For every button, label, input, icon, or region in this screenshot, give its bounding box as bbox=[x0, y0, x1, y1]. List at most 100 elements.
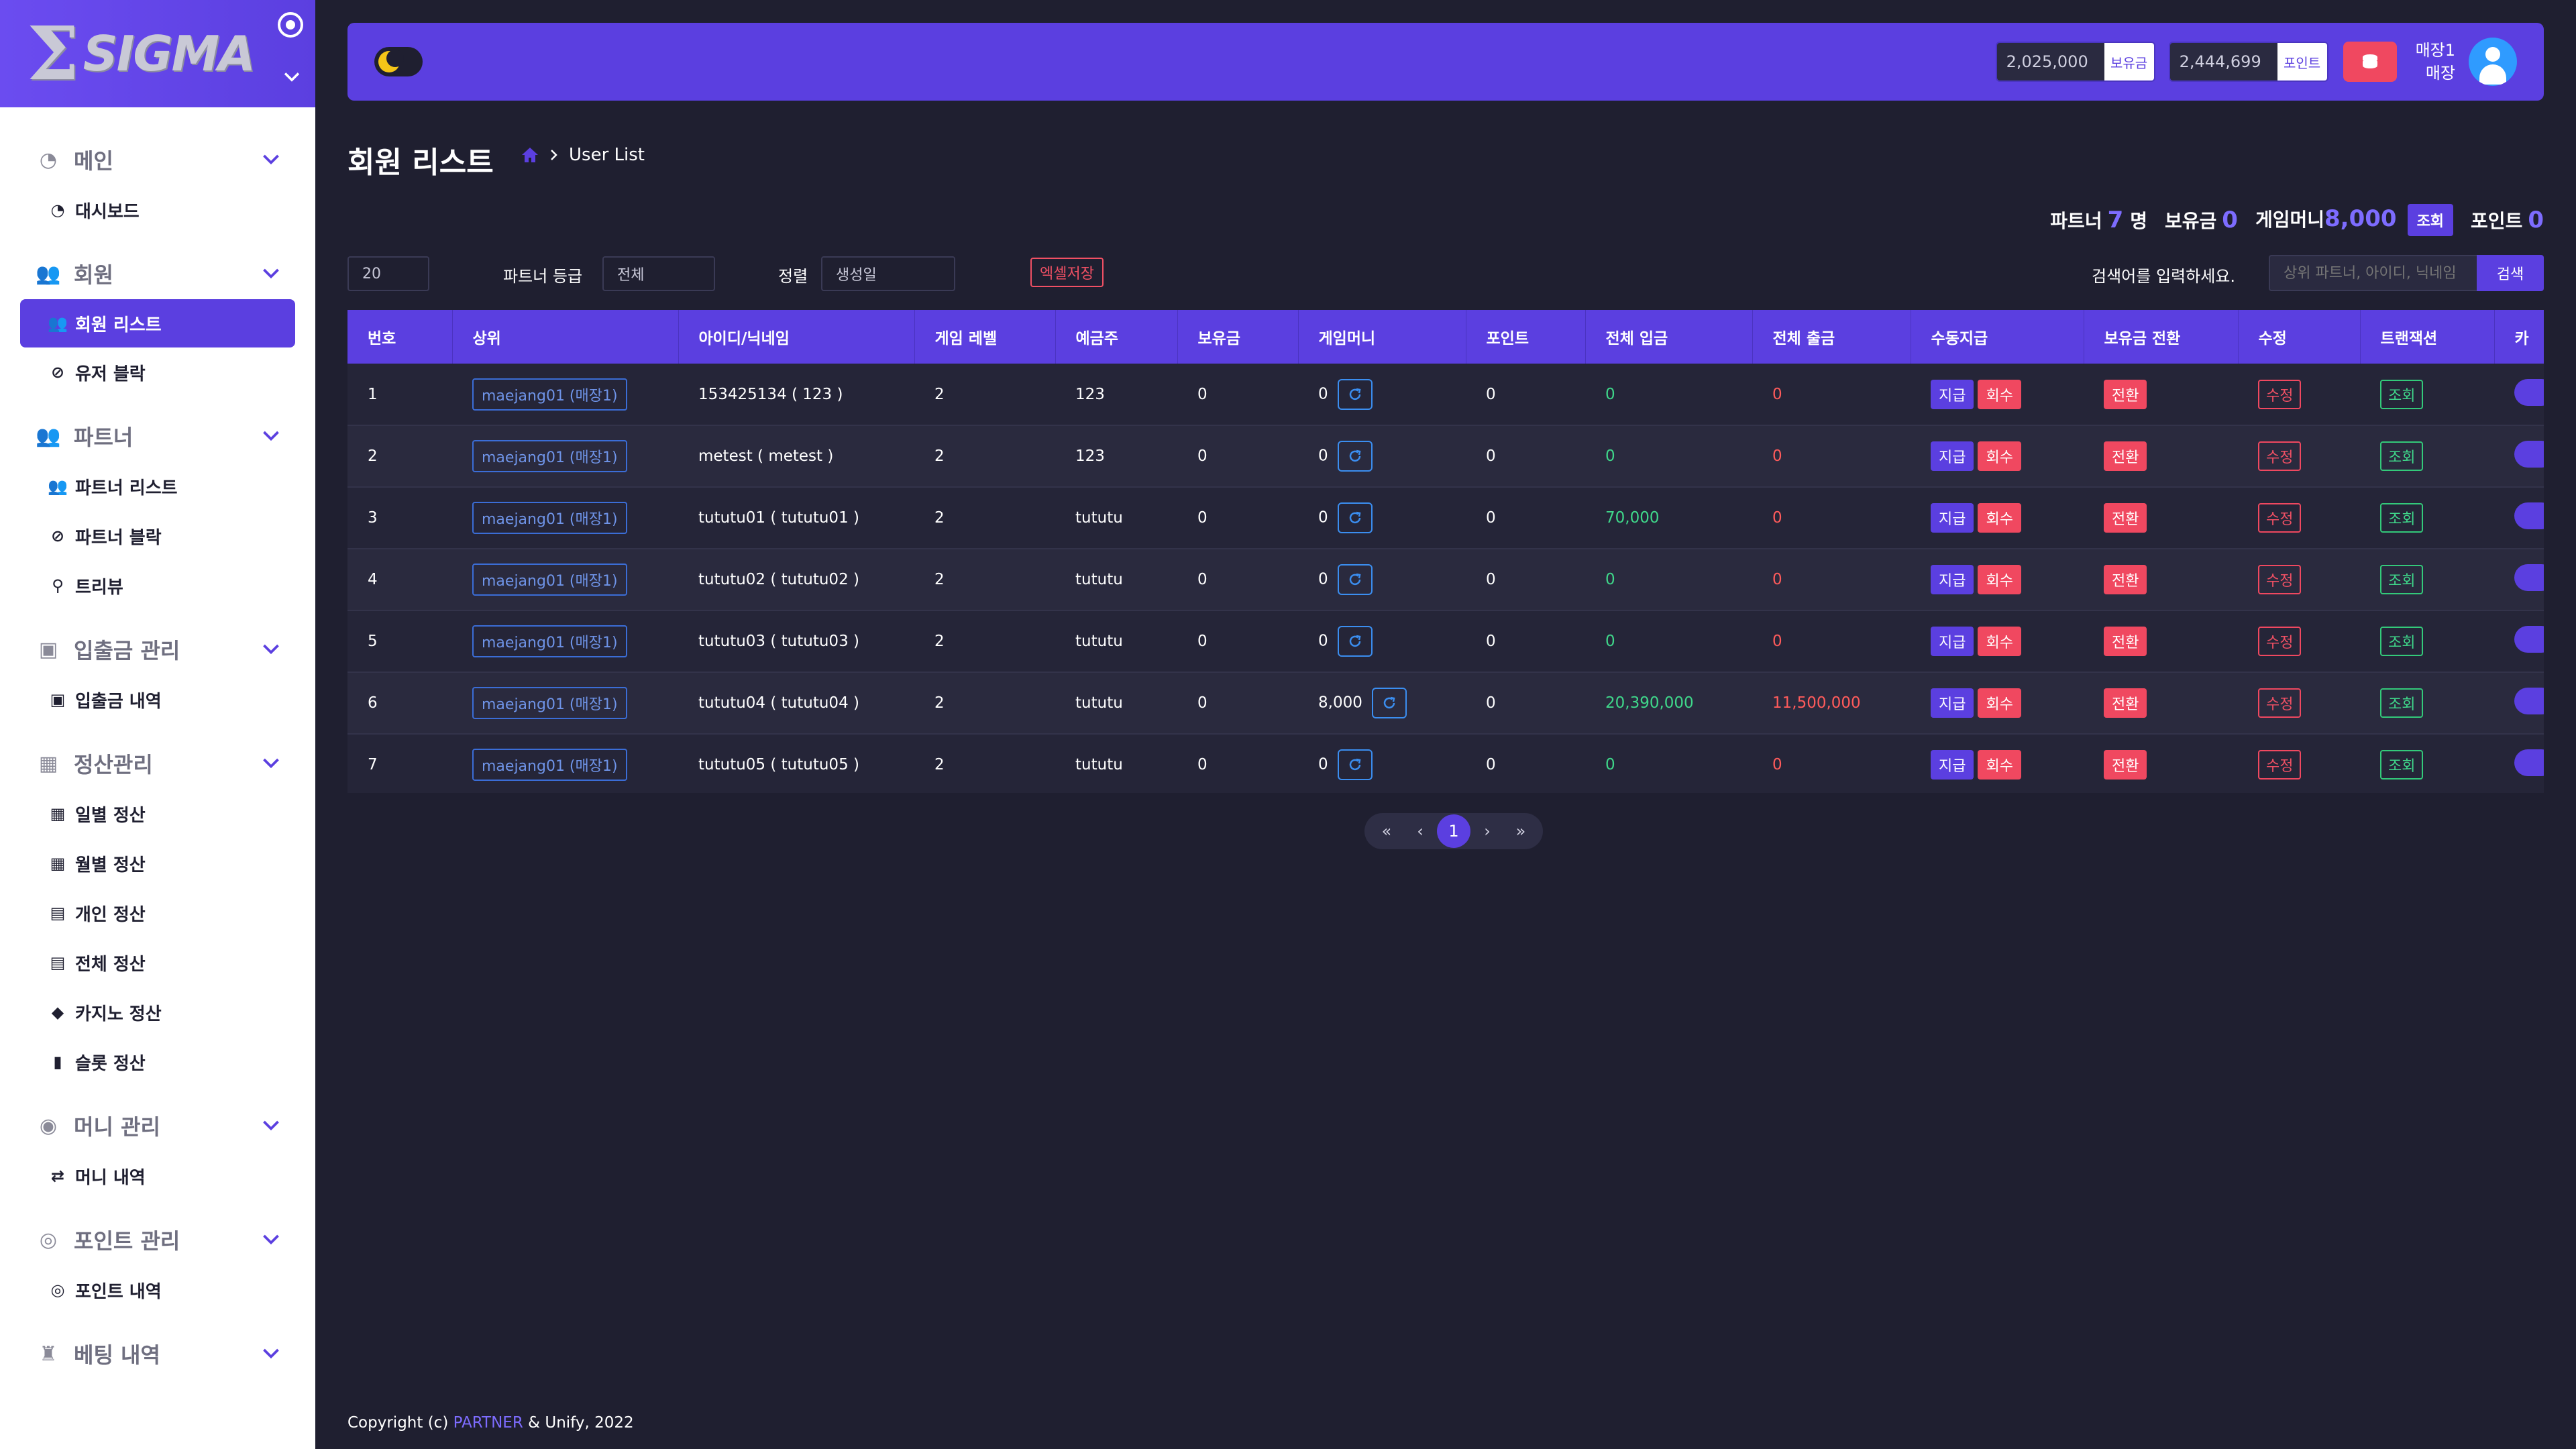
parent-partner-link[interactable]: maejang01 (매장1) bbox=[472, 564, 627, 596]
table-row[interactable]: 5 maejang01 (매장1) tututu03 ( tututu03 ) 2 tu… bbox=[347, 610, 2544, 672]
refresh-button[interactable] bbox=[1337, 749, 1373, 780]
table-row[interactable]: 7 maejang01 (매장1) tututu05 ( tututu05 ) 2 tu… bbox=[347, 734, 2544, 793]
sidebar-item[interactable]: ⇄ 머니 내역 bbox=[0, 1151, 315, 1201]
give-button[interactable]: 지급 bbox=[1931, 503, 1974, 533]
search-input[interactable] bbox=[2269, 255, 2477, 291]
pagination-prev[interactable]: ‹ bbox=[1417, 822, 1424, 841]
give-button[interactable]: 지급 bbox=[1931, 379, 1974, 409]
column-header[interactable]: 전체 출금 bbox=[1752, 310, 1911, 364]
convert-button[interactable]: 전환 bbox=[2104, 441, 2147, 471]
refresh-button[interactable] bbox=[1337, 626, 1373, 657]
edit-button[interactable]: 수정 bbox=[2258, 627, 2302, 656]
edit-button[interactable]: 수정 bbox=[2258, 379, 2302, 409]
toggle-switch[interactable] bbox=[2514, 626, 2544, 653]
column-header[interactable]: 예금주 bbox=[1055, 310, 1178, 364]
parent-partner-link[interactable]: maejang01 (매장1) bbox=[472, 378, 627, 411]
table-row[interactable]: 6 maejang01 (매장1) tututu04 ( tututu04 ) 2 tu… bbox=[347, 672, 2544, 734]
sidebar-item[interactable]: ▤ 전체 정산 bbox=[0, 938, 315, 987]
column-header[interactable]: 게임 레벨 bbox=[914, 310, 1056, 364]
chevron-down-icon[interactable] bbox=[259, 637, 283, 661]
take-button[interactable]: 회수 bbox=[1978, 627, 2021, 656]
sidebar-group-header[interactable]: ◉ 머니 관리 bbox=[0, 1100, 315, 1151]
game-money-lookup-button[interactable]: 조회 bbox=[2407, 204, 2454, 236]
toggle-switch[interactable] bbox=[2514, 502, 2544, 529]
grade-select[interactable]: 전체 bbox=[602, 256, 715, 291]
edit-button[interactable]: 수정 bbox=[2258, 565, 2302, 594]
sidebar-item[interactable]: ⊘ 유저 블락 bbox=[0, 347, 315, 397]
table-row[interactable]: 4 maejang01 (매장1) tututu02 ( tututu02 ) 2 tu… bbox=[347, 549, 2544, 610]
convert-button[interactable]: 전환 bbox=[2104, 379, 2147, 409]
table-row[interactable]: 1 maejang01 (매장1) 153425134 ( 123 ) 2 123 0 0 0… bbox=[347, 364, 2544, 425]
cell-id[interactable]: tututu04 ( tututu04 ) bbox=[698, 694, 859, 712]
sidebar-item[interactable]: ▣ 입출금 내역 bbox=[0, 675, 315, 724]
column-header[interactable]: 수정 bbox=[2238, 310, 2361, 364]
column-header[interactable]: 트랜잭션 bbox=[2360, 310, 2495, 364]
refresh-button[interactable] bbox=[1337, 441, 1373, 472]
toggle-switch[interactable] bbox=[2514, 749, 2544, 776]
refresh-button[interactable] bbox=[1337, 564, 1373, 595]
column-header[interactable]: 수동지급 bbox=[1911, 310, 2084, 364]
page-size-select[interactable]: 20 bbox=[347, 256, 429, 291]
chevron-down-icon[interactable] bbox=[259, 148, 283, 172]
give-button[interactable]: 지급 bbox=[1931, 750, 1974, 780]
toggle-switch[interactable] bbox=[2514, 564, 2544, 591]
user-menu[interactable]: 매장1 매장 bbox=[2416, 38, 2517, 86]
cell-id[interactable]: metest ( metest ) bbox=[698, 447, 834, 465]
sidebar-group-header[interactable]: ▣ 입출금 관리 bbox=[0, 624, 315, 675]
sort-select[interactable]: 생성일 bbox=[821, 256, 955, 291]
give-button[interactable]: 지급 bbox=[1931, 441, 1974, 471]
sidebar-item[interactable]: ▦ 일별 정산 bbox=[0, 789, 315, 839]
edit-button[interactable]: 수정 bbox=[2258, 688, 2302, 718]
edit-button[interactable]: 수정 bbox=[2258, 503, 2302, 533]
cell-id[interactable]: tututu02 ( tututu02 ) bbox=[698, 571, 859, 588]
sidebar-group-header[interactable]: ◔ 메인 bbox=[0, 134, 315, 185]
pagination-page-current[interactable]: 1 bbox=[1437, 814, 1470, 848]
column-header[interactable]: 보유금 전환 bbox=[2084, 310, 2239, 364]
column-header[interactable]: 번호 bbox=[347, 310, 453, 364]
table-row[interactable]: 3 maejang01 (매장1) tututu01 ( tututu01 ) 2 tu… bbox=[347, 487, 2544, 549]
convert-button[interactable]: 전환 bbox=[2104, 503, 2147, 533]
toggle-switch[interactable] bbox=[2514, 378, 2544, 406]
logo[interactable]: Σ SIGMA bbox=[27, 17, 256, 91]
sidebar-item[interactable]: ▤ 개인 정산 bbox=[0, 888, 315, 938]
table-row[interactable]: 2 maejang01 (매장1) metest ( metest ) 2 123 0 0 0… bbox=[347, 425, 2544, 487]
pagination-last[interactable]: » bbox=[1515, 822, 1526, 841]
sidebar-pin-icon[interactable] bbox=[278, 12, 303, 38]
sidebar-group-header[interactable]: ◎ 포인트 관리 bbox=[0, 1214, 315, 1265]
sidebar-group-header[interactable]: 👥 파트너 bbox=[0, 411, 315, 462]
sidebar-item[interactable]: ◔ 대시보드 bbox=[0, 185, 315, 235]
sidebar-item[interactable]: 👥 회원 리스트 bbox=[20, 299, 295, 347]
view-transaction-button[interactable]: 조회 bbox=[2380, 503, 2424, 533]
chevron-down-icon[interactable] bbox=[280, 66, 303, 89]
chevron-down-icon[interactable] bbox=[259, 1228, 283, 1252]
chevron-down-icon[interactable] bbox=[259, 262, 283, 286]
view-transaction-button[interactable]: 조회 bbox=[2380, 688, 2424, 718]
parent-partner-link[interactable]: maejang01 (매장1) bbox=[472, 440, 627, 472]
sidebar-item[interactable]: ◎ 포인트 내역 bbox=[0, 1265, 315, 1315]
give-button[interactable]: 지급 bbox=[1931, 688, 1974, 718]
parent-partner-link[interactable]: maejang01 (매장1) bbox=[472, 625, 627, 657]
view-transaction-button[interactable]: 조회 bbox=[2380, 565, 2424, 594]
refresh-button[interactable] bbox=[1337, 378, 1373, 410]
excel-save-button[interactable]: 엑셀저장 bbox=[1030, 258, 1104, 287]
sidebar-group-header[interactable]: 👥 회원 bbox=[0, 248, 315, 299]
convert-button[interactable]: 전환 bbox=[2104, 627, 2147, 656]
take-button[interactable]: 회수 bbox=[1978, 565, 2021, 594]
pagination-next[interactable]: › bbox=[1484, 822, 1491, 841]
convert-button[interactable]: 전환 bbox=[2104, 750, 2147, 780]
give-button[interactable]: 지급 bbox=[1931, 565, 1974, 594]
refresh-button[interactable] bbox=[1337, 502, 1373, 533]
sidebar-item[interactable]: 👥 파트너 리스트 bbox=[0, 462, 315, 511]
column-header[interactable]: 카 bbox=[2494, 310, 2544, 364]
sidebar-item[interactable]: ⊘ 파트너 블락 bbox=[0, 511, 315, 561]
sidebar-item[interactable]: ⚲ 트리뷰 bbox=[0, 561, 315, 610]
convert-button[interactable]: 전환 bbox=[2104, 688, 2147, 718]
toggle-switch[interactable] bbox=[2514, 688, 2544, 714]
column-header[interactable]: 상위 bbox=[452, 310, 679, 364]
view-transaction-button[interactable]: 조회 bbox=[2380, 627, 2424, 656]
column-header[interactable]: 아이디/닉네임 bbox=[678, 310, 915, 364]
give-button[interactable]: 지급 bbox=[1931, 627, 1974, 656]
convert-button[interactable]: 전환 bbox=[2104, 565, 2147, 594]
cell-id[interactable]: tututu03 ( tututu03 ) bbox=[698, 633, 859, 650]
column-header[interactable]: 포인트 bbox=[1466, 310, 1586, 364]
